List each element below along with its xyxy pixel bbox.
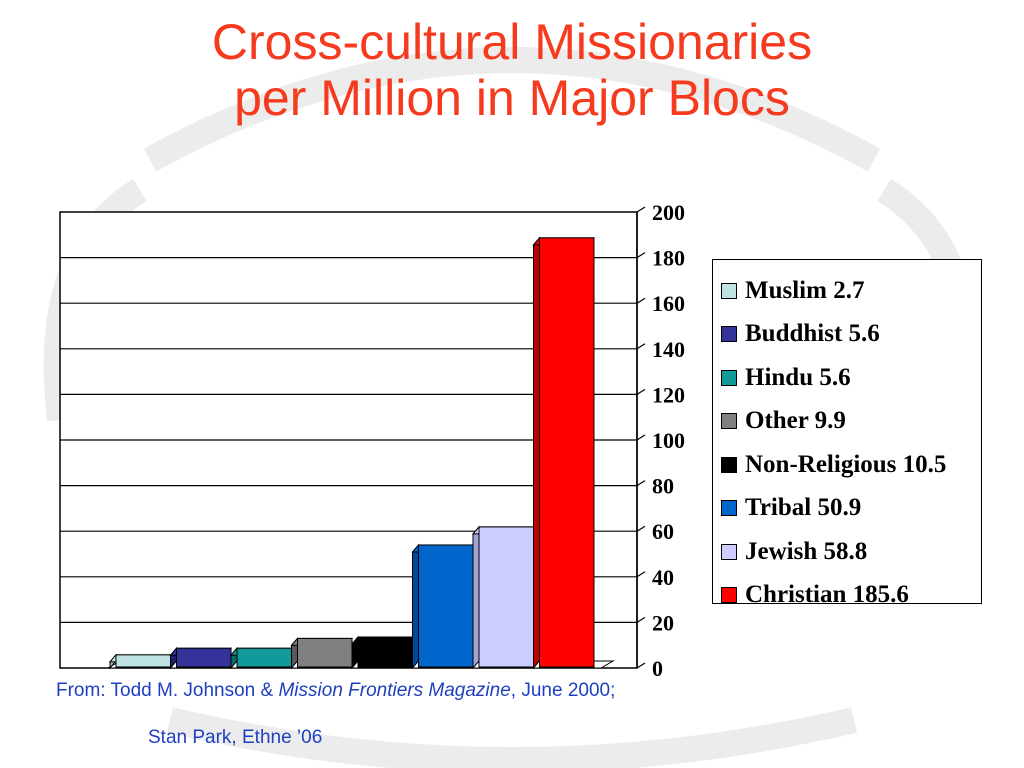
bar-christian bbox=[539, 237, 595, 668]
legend-label: Jewish 58.8 bbox=[745, 537, 868, 565]
bar-side bbox=[412, 543, 419, 670]
y-tick-label: 160 bbox=[652, 291, 685, 316]
legend-swatch bbox=[721, 282, 737, 299]
y-tick-label: 180 bbox=[652, 246, 685, 271]
slide-title: Cross-cultural Missionaries per Million … bbox=[0, 14, 1024, 126]
legend-swatch bbox=[721, 543, 737, 560]
source-suffix: , June 2000; bbox=[510, 680, 616, 701]
source-magazine: Mission Frontiers Magazine bbox=[278, 680, 511, 701]
legend-label: Other 9.9 bbox=[745, 407, 846, 435]
legend-swatch bbox=[721, 587, 737, 604]
legend-item: Jewish 58.8 bbox=[721, 530, 981, 574]
y-axis-tick bbox=[636, 525, 646, 532]
legend-label: Christian 185.6 bbox=[745, 581, 909, 609]
bar-tribal bbox=[418, 544, 474, 668]
legend-item: Other 9.9 bbox=[721, 400, 981, 444]
bar-other bbox=[297, 637, 353, 668]
y-tick-label: 60 bbox=[652, 519, 674, 544]
legend-label: Buddhist 5.6 bbox=[745, 320, 880, 348]
bar-side bbox=[533, 236, 540, 670]
legend-swatch bbox=[721, 326, 737, 343]
bar-hindu bbox=[236, 647, 292, 668]
y-axis-tick bbox=[636, 434, 646, 441]
slide-title-line-2: per Million in Major Blocs bbox=[234, 70, 790, 126]
bar-non-religious bbox=[357, 636, 413, 668]
slide-title-line-1: Cross-cultural Missionaries bbox=[211, 14, 813, 70]
source-citation: From: Todd M. Johnson & Mission Frontier… bbox=[56, 680, 615, 702]
y-tick-label: 200 bbox=[652, 200, 685, 225]
legend-item: Non-Religious 10.5 bbox=[721, 443, 981, 487]
y-tick-label: 120 bbox=[652, 382, 685, 407]
source-credit: Stan Park, Ethne ’06 bbox=[148, 727, 323, 748]
y-tick-label: 80 bbox=[652, 474, 674, 499]
legend-item: Buddhist 5.6 bbox=[721, 313, 981, 357]
legend-item: Hindu 5.6 bbox=[721, 356, 981, 400]
y-tick-label: 20 bbox=[652, 610, 674, 635]
y-tick-label: 140 bbox=[652, 337, 685, 362]
bar-buddhist bbox=[176, 647, 232, 668]
source-prefix: From: Todd M. Johnson & bbox=[56, 680, 279, 701]
bar-side bbox=[472, 525, 480, 670]
y-axis-tick bbox=[636, 480, 646, 487]
y-tick-label: 100 bbox=[652, 428, 685, 453]
legend-swatch bbox=[721, 456, 737, 473]
legend-item: Christian 185.6 bbox=[721, 574, 981, 618]
y-tick-label: 40 bbox=[652, 565, 674, 590]
y-axis-tick bbox=[636, 571, 646, 578]
legend-item: Tribal 50.9 bbox=[721, 487, 981, 531]
y-axis-tick bbox=[636, 616, 646, 623]
y-axis-tick bbox=[636, 388, 646, 395]
y-axis-tick bbox=[636, 252, 646, 259]
y-axis-tick bbox=[636, 206, 646, 213]
y-axis-tick bbox=[636, 662, 646, 669]
y-tick-label: 0 bbox=[652, 656, 663, 681]
bar-jewish bbox=[478, 526, 534, 668]
chart-legend: Muslim 2.7 Buddhist 5.6 Hindu 5.6 Other 9.9… bbox=[712, 259, 982, 608]
legend-label: Muslim 2.7 bbox=[745, 276, 865, 304]
legend-swatch bbox=[721, 500, 737, 517]
legend-label: Non-Religious 10.5 bbox=[745, 450, 947, 478]
y-axis-tick bbox=[636, 297, 646, 304]
legend-swatch bbox=[721, 369, 737, 386]
legend-label: Tribal 50.9 bbox=[745, 494, 862, 522]
legend-label: Hindu 5.6 bbox=[745, 363, 851, 391]
y-axis-tick bbox=[636, 343, 646, 350]
legend-swatch bbox=[721, 413, 737, 430]
legend-item: Muslim 2.7 bbox=[721, 269, 981, 313]
bar-muslim bbox=[115, 654, 171, 668]
